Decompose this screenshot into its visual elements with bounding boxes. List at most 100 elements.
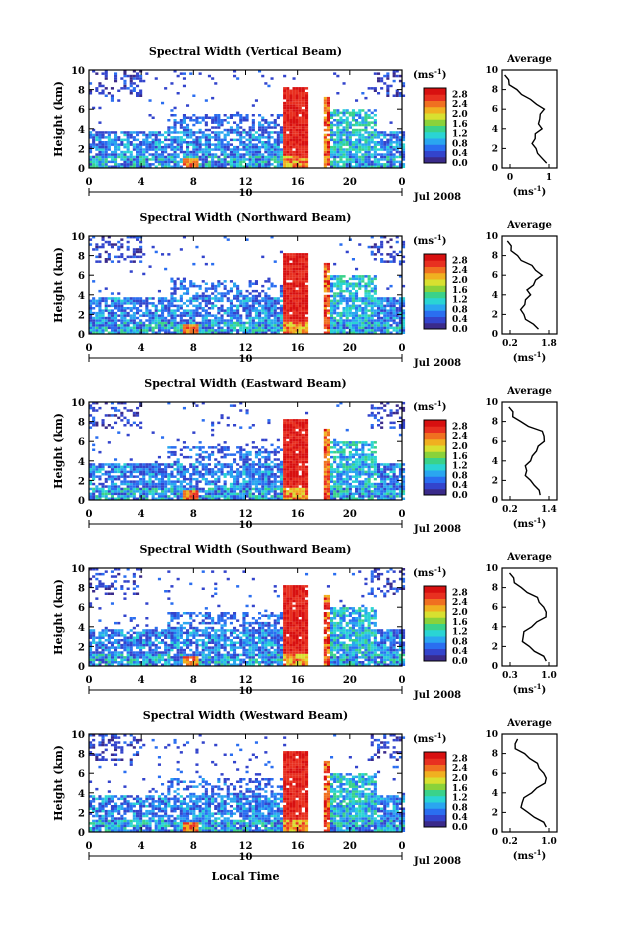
heatmap-cell	[286, 482, 290, 486]
heatmap-cell	[351, 123, 355, 127]
heatmap-cell	[120, 153, 124, 156]
heatmap-cell	[176, 487, 180, 491]
heatmap-cell	[292, 101, 296, 105]
heatmap-cell	[380, 141, 384, 144]
heatmap-cell	[261, 309, 265, 312]
heatmap-cell	[239, 116, 243, 119]
heatmap-cell	[261, 470, 265, 474]
heatmap-cell	[114, 331, 118, 334]
profile-title: Average	[506, 220, 552, 231]
heatmap-cell	[192, 497, 196, 500]
heatmap-cell	[214, 485, 218, 488]
heatmap-cell	[136, 77, 140, 80]
heatmap-cell	[295, 155, 299, 159]
heatmap-cell	[264, 280, 268, 283]
heatmap-cell	[217, 160, 221, 164]
heatmap-cell	[273, 319, 277, 322]
heatmap-cell	[107, 136, 111, 139]
heatmap-cell	[389, 143, 393, 146]
heatmap-cell	[142, 155, 146, 159]
heatmap-cell	[120, 307, 124, 310]
heatmap-cell	[298, 101, 302, 105]
heatmap-cell	[326, 324, 330, 327]
heatmap-cell	[195, 143, 199, 146]
heatmap-cell	[233, 460, 237, 464]
heatmap-cell	[148, 321, 152, 325]
heatmap-cell	[402, 143, 406, 146]
heatmap-cell	[192, 490, 196, 493]
heatmap-cell	[126, 490, 130, 493]
heatmap-cell	[129, 133, 133, 137]
heatmap-cell	[251, 302, 255, 305]
heatmap-cell	[151, 304, 155, 308]
heatmap-cell	[214, 119, 218, 122]
heatmap-cell	[364, 143, 368, 146]
heatmap-cell	[170, 145, 174, 149]
heatmap-cell	[292, 426, 296, 429]
heatmap-cell	[289, 270, 293, 273]
heatmap-cell	[204, 136, 208, 139]
heatmap-cell	[142, 470, 146, 474]
heatmap-cell	[289, 487, 293, 491]
heatmap-cell	[251, 326, 255, 330]
heatmap-cell	[92, 155, 96, 159]
profile-xlabel-close: )	[542, 187, 547, 198]
heatmap-cell	[176, 331, 180, 334]
heatmap-cell	[323, 455, 327, 459]
heatmap-cell	[301, 482, 305, 486]
heatmap-cell	[383, 133, 387, 137]
heatmap-cell	[182, 280, 186, 283]
heatmap-cell	[229, 463, 233, 466]
heatmap-cell	[182, 116, 186, 119]
heatmap-cell	[126, 421, 130, 425]
heatmap-cell	[261, 131, 265, 134]
heatmap-cell	[233, 321, 237, 325]
heatmap-cell	[295, 331, 299, 334]
heatmap-cell	[126, 143, 130, 146]
heatmap-cell	[220, 321, 224, 325]
heatmap-cell	[286, 94, 290, 97]
heatmap-cell	[273, 160, 277, 164]
heatmap-cell	[298, 260, 302, 263]
heatmap-cell	[367, 326, 371, 330]
heatmap-cell	[195, 324, 199, 327]
heatmap-cell	[192, 304, 196, 308]
heatmap-cell	[189, 282, 193, 285]
heatmap-cell	[367, 133, 371, 137]
heatmap-cell	[295, 284, 299, 288]
heatmap-cell	[348, 141, 352, 144]
heatmap-cell	[182, 475, 186, 478]
heatmap-cell	[286, 287, 290, 290]
heatmap-cell	[333, 275, 337, 278]
heatmap-cell	[283, 297, 287, 300]
heatmap-cell	[289, 424, 293, 427]
heatmap-cell	[301, 473, 305, 476]
heatmap-cell	[120, 243, 124, 246]
heatmap-cell	[229, 326, 233, 330]
heatmap-cell	[139, 480, 143, 483]
heatmap-cell	[89, 473, 93, 476]
heatmap-cell	[117, 463, 121, 466]
heatmap-cell	[336, 109, 340, 112]
heatmap-cell	[286, 116, 290, 119]
heatmap-cell	[95, 155, 99, 159]
heatmap-cell	[358, 145, 362, 149]
heatmap-cell	[148, 309, 152, 312]
heatmap-cell	[264, 299, 268, 303]
heatmap-cell	[167, 153, 171, 156]
heatmap-cell	[139, 131, 143, 134]
heatmap-cell	[258, 460, 262, 464]
heatmap-cell	[289, 468, 293, 471]
heatmap-cell	[129, 74, 133, 78]
heatmap-cell	[264, 155, 268, 159]
heatmap-cell	[110, 480, 114, 483]
heatmap-cell	[123, 329, 127, 332]
heatmap-cell	[392, 148, 396, 151]
heatmap-cell	[98, 307, 102, 310]
heatmap-cell	[264, 292, 268, 295]
heatmap-cell	[157, 480, 161, 483]
heatmap-cell	[398, 321, 402, 325]
heatmap-cell	[305, 150, 309, 154]
heatmap-cell	[251, 148, 255, 151]
heatmap-cell	[286, 477, 290, 481]
